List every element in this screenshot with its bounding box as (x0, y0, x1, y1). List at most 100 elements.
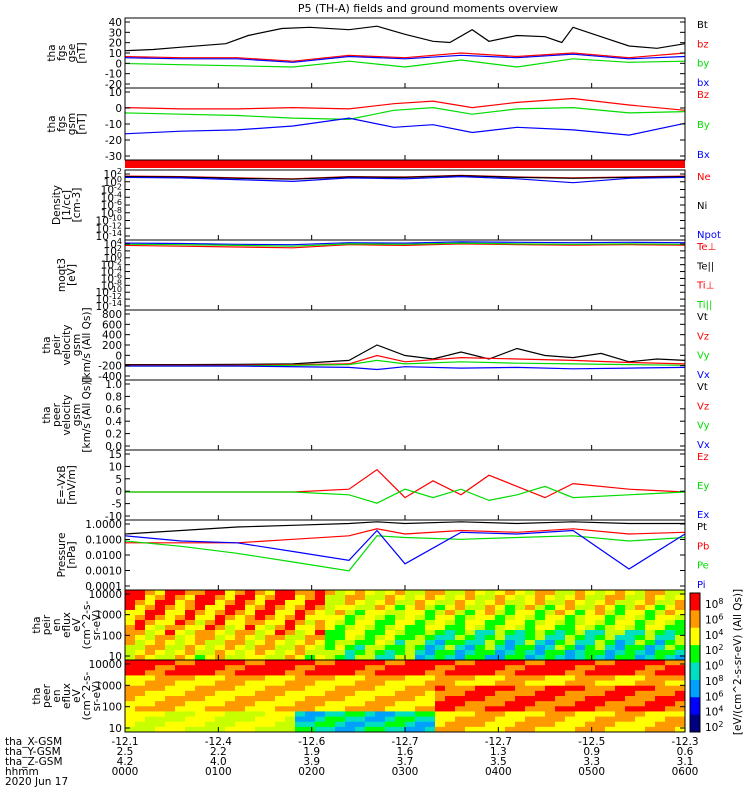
spectrogram-cell (495, 726, 506, 733)
spectrogram-cell (555, 685, 566, 692)
spectrogram-cell (275, 595, 286, 601)
spectrogram-cell (635, 660, 646, 666)
spectrogram-cell (205, 590, 216, 596)
spectrogram-cell (495, 635, 506, 641)
y-tick-label: 1000 (95, 680, 122, 692)
spectrogram-cell (575, 625, 586, 631)
spectrogram-cell (145, 645, 156, 651)
spectrogram-cell (155, 640, 166, 646)
spectrogram-cell (155, 716, 166, 723)
spectrogram-cell (175, 600, 186, 606)
axis-row-label: hhmm (5, 766, 39, 778)
spectrogram-cell (565, 665, 576, 671)
spectrogram-cell (635, 655, 646, 661)
spectrogram-cell (345, 595, 356, 601)
spectrogram-cell (185, 675, 196, 682)
spectrogram-cell (645, 690, 656, 697)
spectrogram-cell (655, 701, 666, 707)
spectrogram-cell (245, 600, 256, 606)
spectrogram-cell (195, 650, 206, 656)
spectrogram-cell (205, 670, 216, 676)
spectrogram-cell (245, 595, 256, 601)
spectrogram-cell (565, 595, 576, 601)
spectrogram-cell (635, 670, 646, 676)
spectrogram-cell (655, 635, 666, 641)
spectrogram-cell (235, 645, 246, 651)
spectrogram-cell (275, 650, 286, 656)
spectrogram-cell (255, 605, 266, 611)
spectrogram-cell (605, 605, 616, 611)
spectrogram-cell (525, 650, 536, 656)
spectrogram-cell (365, 701, 376, 707)
axis-row-value: 3.3 (583, 756, 600, 768)
spectrogram-cell (275, 711, 286, 718)
spectrogram-cell (415, 630, 426, 636)
spectrogram-cell (285, 645, 296, 651)
spectrogram-cell (535, 635, 546, 641)
y-axis-label: en (51, 689, 63, 702)
spectrogram-cell (625, 655, 636, 661)
spectrogram-cell (455, 716, 466, 723)
spectrogram-cell (595, 726, 606, 733)
spectrogram-cell (315, 650, 326, 656)
spectrogram-cell (215, 726, 226, 733)
spectrogram-cell (515, 600, 526, 606)
spectrogram-cell (605, 675, 616, 682)
spectrogram-cell (385, 635, 396, 641)
spectrogram-cell (455, 620, 466, 626)
spectrogram-cell (435, 665, 446, 671)
spectrogram-cell (585, 690, 596, 697)
spectrogram-cell (145, 721, 156, 728)
spectrogram-cell (575, 630, 586, 636)
spectrogram-cell (175, 635, 186, 641)
spectrogram-cell (145, 615, 156, 621)
spectrogram-cell (245, 660, 256, 666)
spectrogram-cell (575, 670, 586, 676)
spectrogram-cell (645, 721, 656, 728)
spectrogram-cell (295, 665, 306, 671)
spectrogram-cell (335, 706, 346, 712)
spectrogram-cell (525, 660, 536, 666)
spectrogram-cell (165, 610, 176, 616)
spectrogram-cell (255, 590, 266, 596)
spectrogram-cell (465, 665, 476, 671)
spectrogram-cell (225, 675, 236, 682)
spectrogram-cell (655, 675, 666, 682)
axis-row-value: 1.9 (303, 746, 320, 758)
spectrogram-cell (455, 721, 466, 728)
spectrogram-cell (145, 620, 156, 626)
spectrogram-cell (125, 726, 136, 733)
spectrogram-cell (265, 726, 276, 733)
spectrogram-cell (445, 675, 456, 682)
spectrogram-cell (175, 610, 186, 616)
spectrogram-cell (235, 721, 246, 728)
y-axis-label: fgs (56, 116, 68, 132)
spectrogram-cell (655, 605, 666, 611)
spectrogram-cell (255, 625, 266, 631)
y-axis-label: E=-VxB (56, 465, 68, 504)
y-axis-label: eV (71, 688, 83, 702)
spectrogram-cell (175, 605, 186, 611)
spectrogram-cell (195, 696, 206, 702)
spectrogram-cell (605, 690, 616, 697)
spectrogram-cell (435, 625, 446, 631)
spectrogram-cell (395, 610, 406, 616)
spectrogram-cell (675, 680, 686, 687)
spectrogram-cell (595, 670, 606, 676)
spectrogram-cell (525, 630, 536, 636)
spectrogram-cell (425, 711, 436, 718)
spectrogram-cell (435, 630, 446, 636)
spectrogram-cell (275, 690, 286, 697)
spectrogram-cell (485, 706, 496, 712)
spectrogram-cell (285, 665, 296, 671)
spectrogram-cell (655, 615, 666, 621)
spectrogram-cell (485, 696, 496, 702)
spectrogram-cell (125, 625, 136, 631)
spectrogram-cell (505, 690, 516, 697)
spectrogram-cell (375, 610, 386, 616)
spectrogram-cell (125, 590, 136, 596)
spectrogram-cell (185, 600, 196, 606)
panel-4: 10410210010-210-410-610-810-1010-1210-14… (56, 237, 716, 313)
spectrogram-cell (265, 690, 276, 697)
